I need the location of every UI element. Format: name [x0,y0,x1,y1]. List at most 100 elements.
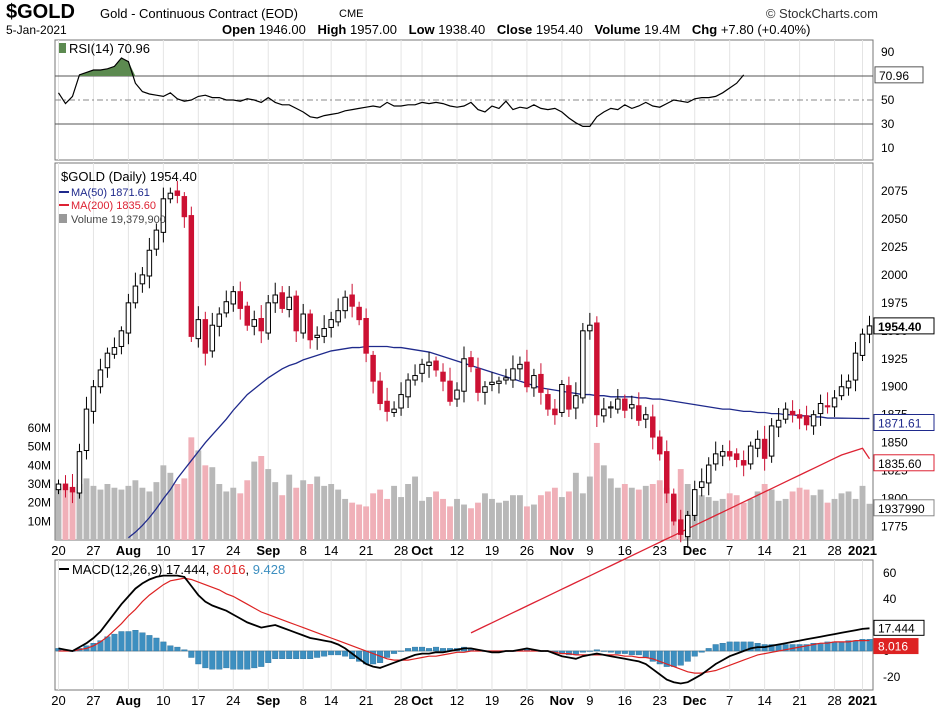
macd-histogram-bar [586,650,593,652]
volume-bar [258,456,265,540]
volume-bar [216,484,223,540]
x-axis-label-macd: Nov [550,693,575,708]
volume-bar [132,480,139,540]
macd-histogram-bar [209,650,216,670]
volume-bar [677,469,684,540]
close-value: 1954.40 [535,22,583,37]
volume-bar [614,487,621,540]
candle-body [866,325,873,335]
macd-histogram-bar [97,640,104,652]
x-axis-label: Sep [256,543,280,558]
candle-body [838,386,845,397]
volume-bar [551,487,558,540]
volume-bar [510,495,516,540]
volume-bar [628,487,635,540]
x-axis-label-macd: 2021 [848,693,877,708]
volume-bar [454,498,460,540]
candle-body [447,380,453,402]
macd-histogram-bar [593,649,600,652]
candle-body [223,301,230,314]
volume-bar [558,497,565,540]
candle-body [594,322,600,416]
volume-bar [97,489,104,540]
x-axis-label: 9 [586,543,593,558]
candle-body [230,291,237,305]
rsi-overbought-fill [79,58,744,76]
volume-bar [761,484,768,540]
volume-bar [565,491,572,540]
volume-last-label: 1937990 [878,502,925,516]
candle-body [244,305,251,326]
volume-bar [866,503,873,540]
macd-histogram-bar [321,650,328,657]
volume-bar [167,472,174,540]
volume-bar [572,472,579,540]
candle-body [705,464,712,484]
x-axis-label: 21 [792,543,806,558]
candle-body [664,451,670,494]
volume-bar [642,485,649,540]
volume-value: 19.4M [644,22,681,37]
volume-bar [370,493,377,540]
x-axis-label: 16 [618,543,632,558]
candle-body [608,406,614,409]
volume-bar [272,482,279,540]
volume-bar [384,498,391,540]
volume-bar [139,487,146,540]
macd-histogram-bar [125,631,132,652]
volume-bar [447,506,453,540]
macd-histogram-bar [300,650,307,659]
close-label: Close [496,22,533,37]
candle-body [629,404,635,409]
macd-histogram-bar [565,650,572,656]
candle-body [643,414,649,420]
macd-histogram-bar [335,650,342,656]
candle-body [55,483,62,491]
x-axis-label-macd: 26 [520,693,534,708]
macd-tick-label: 40 [883,592,897,606]
macd-histogram-bar [712,644,719,652]
candle-body [419,363,425,374]
macd-histogram-bar [286,650,293,659]
rsi-tick-label: 10 [881,141,895,155]
macd-histogram-bar [719,643,726,652]
volume-bar [489,498,495,540]
x-axis-label: 19 [485,543,499,558]
x-axis-label: 17 [191,543,205,558]
candle-body [370,354,376,382]
volume-label: Volume [594,22,641,37]
volume-bar [104,484,111,540]
x-axis-label: 14 [757,543,771,558]
candle-body [153,229,160,250]
high-label: High [317,22,347,37]
x-axis-label: 21 [359,543,373,558]
volume-bar [391,485,398,540]
volume-bar [796,487,803,540]
x-axis-label: 12 [450,543,464,558]
candle-body [831,397,838,408]
brand-link[interactable]: © StockCharts.com [765,6,878,21]
volume-bar [160,465,167,540]
macd-histogram-bar [635,650,642,656]
macd-histogram-bar [419,646,426,652]
macd-histogram-bar [684,650,691,662]
macd-legend-value: 17.444 [166,562,206,577]
volume-bar [146,491,153,540]
candle-body [111,347,118,355]
macd-histogram-bar [111,633,118,652]
macd-last-box [873,619,925,636]
candle-body [510,368,516,381]
volume-tick-label: 60M [28,421,51,435]
macd-histogram-bar [726,641,733,652]
macd-legend-sep: , [206,562,213,577]
ma50-last-label-box [873,413,935,431]
x-axis-label-macd: 7 [726,693,733,708]
volume-bar [593,442,600,540]
candle-body [622,398,628,411]
x-axis-label-macd: 21 [359,693,373,708]
candle-body [601,408,607,417]
rsi-line [57,57,745,128]
candle-body [265,302,271,334]
volume-bar [544,491,551,540]
